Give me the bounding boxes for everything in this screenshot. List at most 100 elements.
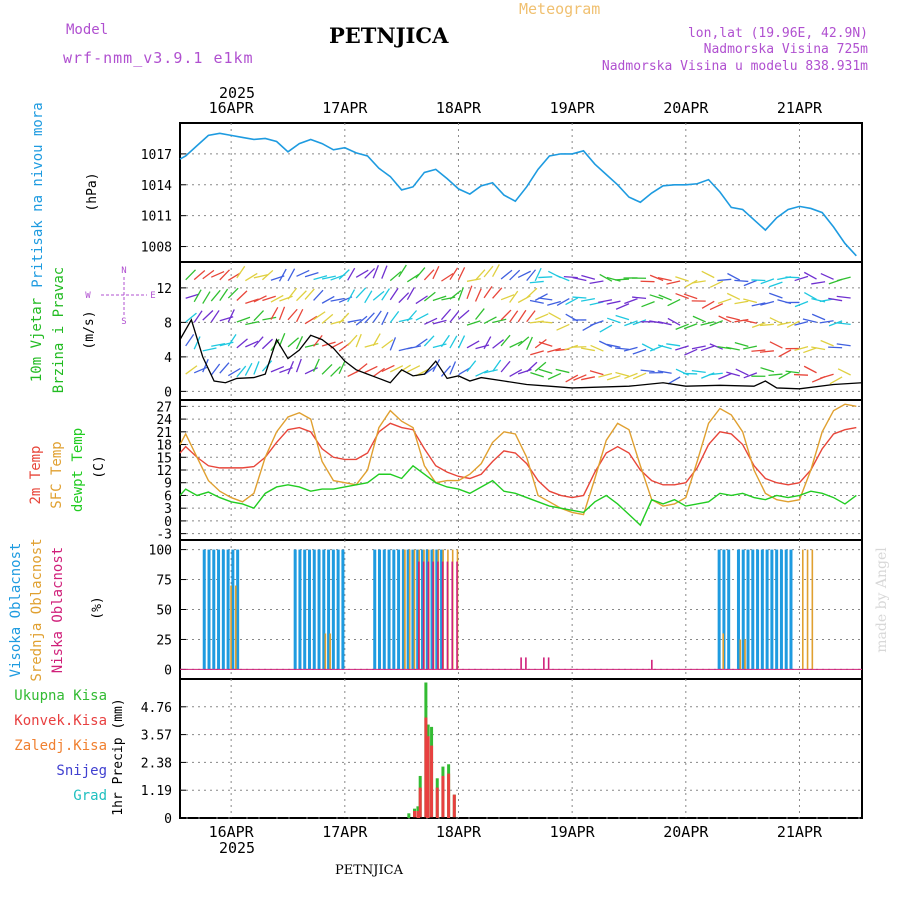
wind-barb bbox=[829, 376, 843, 385]
temperature-ytick-label: 15 bbox=[156, 451, 172, 466]
wind-barb bbox=[667, 376, 681, 385]
temperature-ytick-label: 12 bbox=[156, 464, 172, 479]
wind-ylabel: 10m Vjetar Brzina i Pravac (m/s) bbox=[29, 267, 97, 393]
wind-barb bbox=[802, 318, 817, 323]
wind-barb bbox=[330, 366, 341, 377]
wind-barb bbox=[474, 288, 482, 302]
cloud-panel: 0 25 50 75 100 bbox=[149, 539, 863, 680]
wind-barb bbox=[726, 315, 740, 321]
wind-barb bbox=[389, 271, 402, 282]
wind-barb bbox=[751, 279, 766, 282]
wind-barb bbox=[701, 270, 715, 279]
wind-ytick-label: 8 bbox=[164, 316, 172, 331]
pressure-ylabel: Pritisak na nivou mora (hPa) bbox=[30, 102, 100, 287]
wind-barb bbox=[709, 320, 723, 327]
wind-barb bbox=[262, 295, 276, 302]
cloud-bar bbox=[751, 549, 755, 670]
wind-barb bbox=[415, 295, 428, 305]
wind-barb bbox=[811, 281, 826, 285]
wind-barb bbox=[538, 320, 553, 324]
wind-barb bbox=[599, 273, 613, 282]
wind-barb bbox=[364, 267, 376, 279]
wind-barb bbox=[509, 368, 523, 378]
wind-barb bbox=[534, 361, 547, 372]
wind-barb bbox=[406, 273, 420, 283]
wind-barb bbox=[572, 277, 587, 282]
wind-barb bbox=[432, 359, 441, 372]
precip-panel: 0 1.19 2.38 3.57 4.76 bbox=[141, 678, 863, 827]
wind-barb bbox=[751, 322, 766, 328]
wind-barb bbox=[313, 275, 328, 281]
wind-barb bbox=[227, 367, 241, 377]
wind-barb bbox=[202, 359, 209, 373]
wind-barb bbox=[614, 347, 630, 351]
wind-barb bbox=[398, 264, 407, 278]
wind-barb bbox=[589, 370, 604, 376]
wind-barb bbox=[794, 346, 809, 351]
compass-w: W bbox=[85, 291, 91, 301]
cloud-bar bbox=[430, 549, 434, 670]
wind-barb bbox=[649, 274, 664, 282]
wind-barb bbox=[458, 309, 470, 320]
precip-bar bbox=[426, 736, 430, 818]
wind-ylabel-line1: 10m Vjetar bbox=[29, 298, 45, 382]
wind-barb bbox=[210, 363, 221, 376]
bottom-day-label-17APR: 17APR bbox=[322, 823, 368, 841]
wind-barb bbox=[743, 372, 758, 379]
wind-barb bbox=[407, 345, 422, 350]
cloud-bar bbox=[397, 549, 401, 670]
cloud-bar bbox=[378, 549, 382, 670]
compass-cross bbox=[101, 277, 147, 315]
pressure-ylabel-unit: (hPa) bbox=[85, 172, 100, 211]
temperature-ytick-label: 27 bbox=[156, 400, 172, 415]
wind-barb bbox=[793, 373, 809, 376]
precip-ytick-label: 0 bbox=[164, 812, 172, 827]
wind-barb bbox=[287, 337, 300, 348]
wind-barb bbox=[556, 323, 570, 331]
wind-barb bbox=[338, 360, 346, 375]
wind-barb bbox=[245, 272, 258, 282]
top-day-label-21APR: 21APR bbox=[777, 99, 823, 117]
wind-barb bbox=[407, 365, 421, 373]
wind-barb bbox=[338, 312, 350, 324]
wind-barb bbox=[295, 308, 304, 323]
wind-barb bbox=[526, 287, 538, 299]
wind-barb bbox=[649, 294, 664, 300]
wind-barb bbox=[449, 290, 462, 300]
cloud-bar bbox=[231, 549, 235, 670]
wind-barb bbox=[794, 320, 809, 326]
wind-barb bbox=[632, 348, 647, 355]
wind-barb bbox=[734, 318, 749, 323]
precip-ytick-label: 2.38 bbox=[141, 756, 172, 771]
wind-barb bbox=[666, 343, 681, 347]
wind-barb bbox=[675, 323, 689, 331]
bottom-day-label-18APR: 18APR bbox=[436, 823, 482, 841]
wind-barb bbox=[415, 338, 428, 348]
wind-barb bbox=[440, 308, 452, 321]
temperature-ytick-label: 24 bbox=[156, 413, 172, 428]
temperature-ytick-label: -3 bbox=[156, 528, 172, 543]
cloud-bar bbox=[441, 561, 444, 670]
cloud-bar bbox=[765, 549, 769, 670]
cloud-bar bbox=[217, 549, 221, 670]
wind-barb bbox=[614, 278, 630, 281]
wind-barb bbox=[778, 371, 792, 380]
wind-barb bbox=[500, 334, 511, 347]
cloud-bar bbox=[312, 549, 316, 670]
wind-barb bbox=[261, 360, 273, 372]
wind-barb bbox=[599, 324, 613, 333]
wind-barb bbox=[372, 290, 385, 301]
model-altitude-label: Nadmorska Visina u modelu 838.931m bbox=[602, 59, 868, 74]
cloud-bar bbox=[420, 549, 424, 670]
wind-barb bbox=[534, 338, 547, 349]
compass-s: S bbox=[121, 317, 126, 327]
wind-barb bbox=[517, 368, 532, 375]
wind-barb bbox=[372, 264, 380, 279]
wind-barb bbox=[675, 292, 689, 300]
wind-barb bbox=[718, 315, 732, 323]
wind-barb bbox=[691, 369, 706, 373]
pressure-ylabel-line1: Pritisak na nivou mora bbox=[30, 102, 46, 287]
wind-barb bbox=[449, 267, 459, 281]
wind-barb bbox=[312, 358, 320, 372]
wind-barb bbox=[500, 309, 512, 321]
